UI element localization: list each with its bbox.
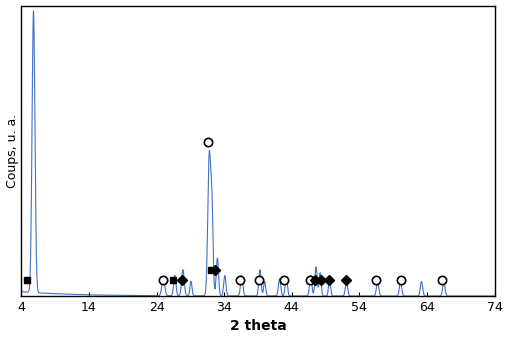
X-axis label: 2 theta: 2 theta (230, 319, 287, 334)
Y-axis label: Coups, u. a.: Coups, u. a. (6, 114, 19, 188)
